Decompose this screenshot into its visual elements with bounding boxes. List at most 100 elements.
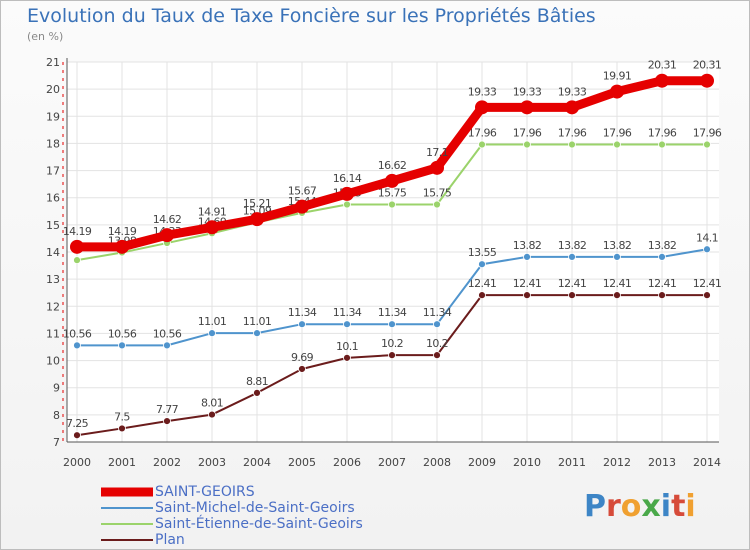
data-point xyxy=(343,200,351,209)
data-point xyxy=(610,84,624,99)
data-label: 19.33 xyxy=(558,85,587,98)
data-point xyxy=(118,424,126,433)
data-point xyxy=(658,140,666,149)
data-point xyxy=(523,252,531,261)
data-point xyxy=(70,239,84,254)
data-point xyxy=(433,320,441,329)
data-point xyxy=(388,200,396,209)
x-tick-label: 2005 xyxy=(288,456,316,469)
data-point xyxy=(703,245,711,254)
data-label: 13.82 xyxy=(603,239,632,252)
legend: SAINT-GEOIRS Saint-Michel-de-Saint-Geoir… xyxy=(101,484,363,548)
x-tick-label: 2010 xyxy=(513,456,541,469)
data-label: 14.1 xyxy=(696,231,718,244)
data-point xyxy=(613,291,621,300)
y-tick-label: 15 xyxy=(46,219,60,232)
data-label: 17.96 xyxy=(693,127,722,140)
data-point xyxy=(115,239,129,254)
data-point xyxy=(703,291,711,300)
data-point xyxy=(343,353,351,362)
data-label: 7.77 xyxy=(156,403,179,416)
legend-swatch xyxy=(101,487,153,497)
data-label: 11.34 xyxy=(288,306,317,319)
data-point xyxy=(388,320,396,329)
data-label: 14.62 xyxy=(153,213,182,226)
data-label: 11.01 xyxy=(243,315,272,328)
x-tick-label: 2012 xyxy=(603,456,631,469)
data-point xyxy=(568,140,576,149)
x-tick-label: 2008 xyxy=(423,456,451,469)
data-label: 16.62 xyxy=(378,159,407,172)
data-label: 12.41 xyxy=(513,277,542,290)
x-tick-label: 2000 xyxy=(63,456,91,469)
data-label: 12.41 xyxy=(558,277,587,290)
data-point xyxy=(478,260,486,269)
x-tick-label: 2004 xyxy=(243,456,271,469)
data-point xyxy=(385,173,399,188)
data-point xyxy=(73,256,81,265)
data-point xyxy=(523,140,531,149)
data-point xyxy=(568,291,576,300)
x-tick-label: 2002 xyxy=(153,456,181,469)
data-point xyxy=(295,199,309,214)
data-label: 10.56 xyxy=(153,327,182,340)
data-point xyxy=(163,417,171,426)
data-point xyxy=(253,388,261,397)
data-label: 20.31 xyxy=(693,59,722,72)
data-point xyxy=(613,252,621,261)
x-tick-label: 2011 xyxy=(558,456,586,469)
data-point xyxy=(433,200,441,209)
y-tick-label: 8 xyxy=(53,409,60,422)
data-point xyxy=(205,220,219,235)
data-point xyxy=(73,431,81,440)
proxiti-logo: Proxiti xyxy=(584,489,696,524)
data-point xyxy=(208,329,216,338)
data-label: 8.01 xyxy=(201,397,223,410)
data-point xyxy=(118,341,126,350)
y-tick-label: 10 xyxy=(46,355,60,368)
data-point xyxy=(568,252,576,261)
data-label: 17.1 xyxy=(426,146,448,159)
data-point xyxy=(700,73,714,88)
y-tick-label: 7 xyxy=(53,436,60,449)
data-label: 14.91 xyxy=(198,205,227,218)
data-label: 12.41 xyxy=(693,277,722,290)
data-label: 17.96 xyxy=(558,127,587,140)
data-label: 14.19 xyxy=(108,225,137,238)
data-label: 10.2 xyxy=(381,337,403,350)
data-label: 13.82 xyxy=(513,239,542,252)
legend-label: SAINT-GEOIRS xyxy=(155,484,255,500)
data-point xyxy=(655,73,669,88)
data-point xyxy=(298,365,306,373)
x-tick-label: 2007 xyxy=(378,456,406,469)
legend-swatch xyxy=(101,539,153,541)
data-label: 7.25 xyxy=(66,417,89,430)
y-tick-label: 19 xyxy=(46,110,60,123)
chart-title: Evolution du Taux de Taxe Foncière sur l… xyxy=(27,5,596,27)
x-tick-label: 2014 xyxy=(693,456,721,469)
data-label: 13.82 xyxy=(558,239,587,252)
data-point xyxy=(160,228,174,243)
data-point xyxy=(430,160,444,175)
data-point xyxy=(163,341,171,350)
y-tick-label: 11 xyxy=(46,327,60,340)
y-tick-label: 9 xyxy=(53,382,60,395)
data-point xyxy=(658,291,666,300)
data-label: 15.75 xyxy=(378,187,407,200)
data-point xyxy=(250,212,264,227)
x-tick-label: 2013 xyxy=(648,456,676,469)
data-label: 10.1 xyxy=(336,340,358,353)
data-label: 17.96 xyxy=(648,127,677,140)
data-label: 19.33 xyxy=(468,85,497,98)
data-point xyxy=(565,100,579,115)
data-label: 12.41 xyxy=(603,277,632,290)
data-label: 10.56 xyxy=(108,327,137,340)
data-label: 12.41 xyxy=(648,277,677,290)
data-label: 19.91 xyxy=(603,70,632,83)
data-label: 13.55 xyxy=(468,246,497,259)
data-label: 20.31 xyxy=(648,59,677,72)
data-label: 19.33 xyxy=(513,85,542,98)
data-label: 15.21 xyxy=(243,197,272,210)
y-tick-label: 18 xyxy=(46,137,60,150)
data-point xyxy=(73,341,81,350)
